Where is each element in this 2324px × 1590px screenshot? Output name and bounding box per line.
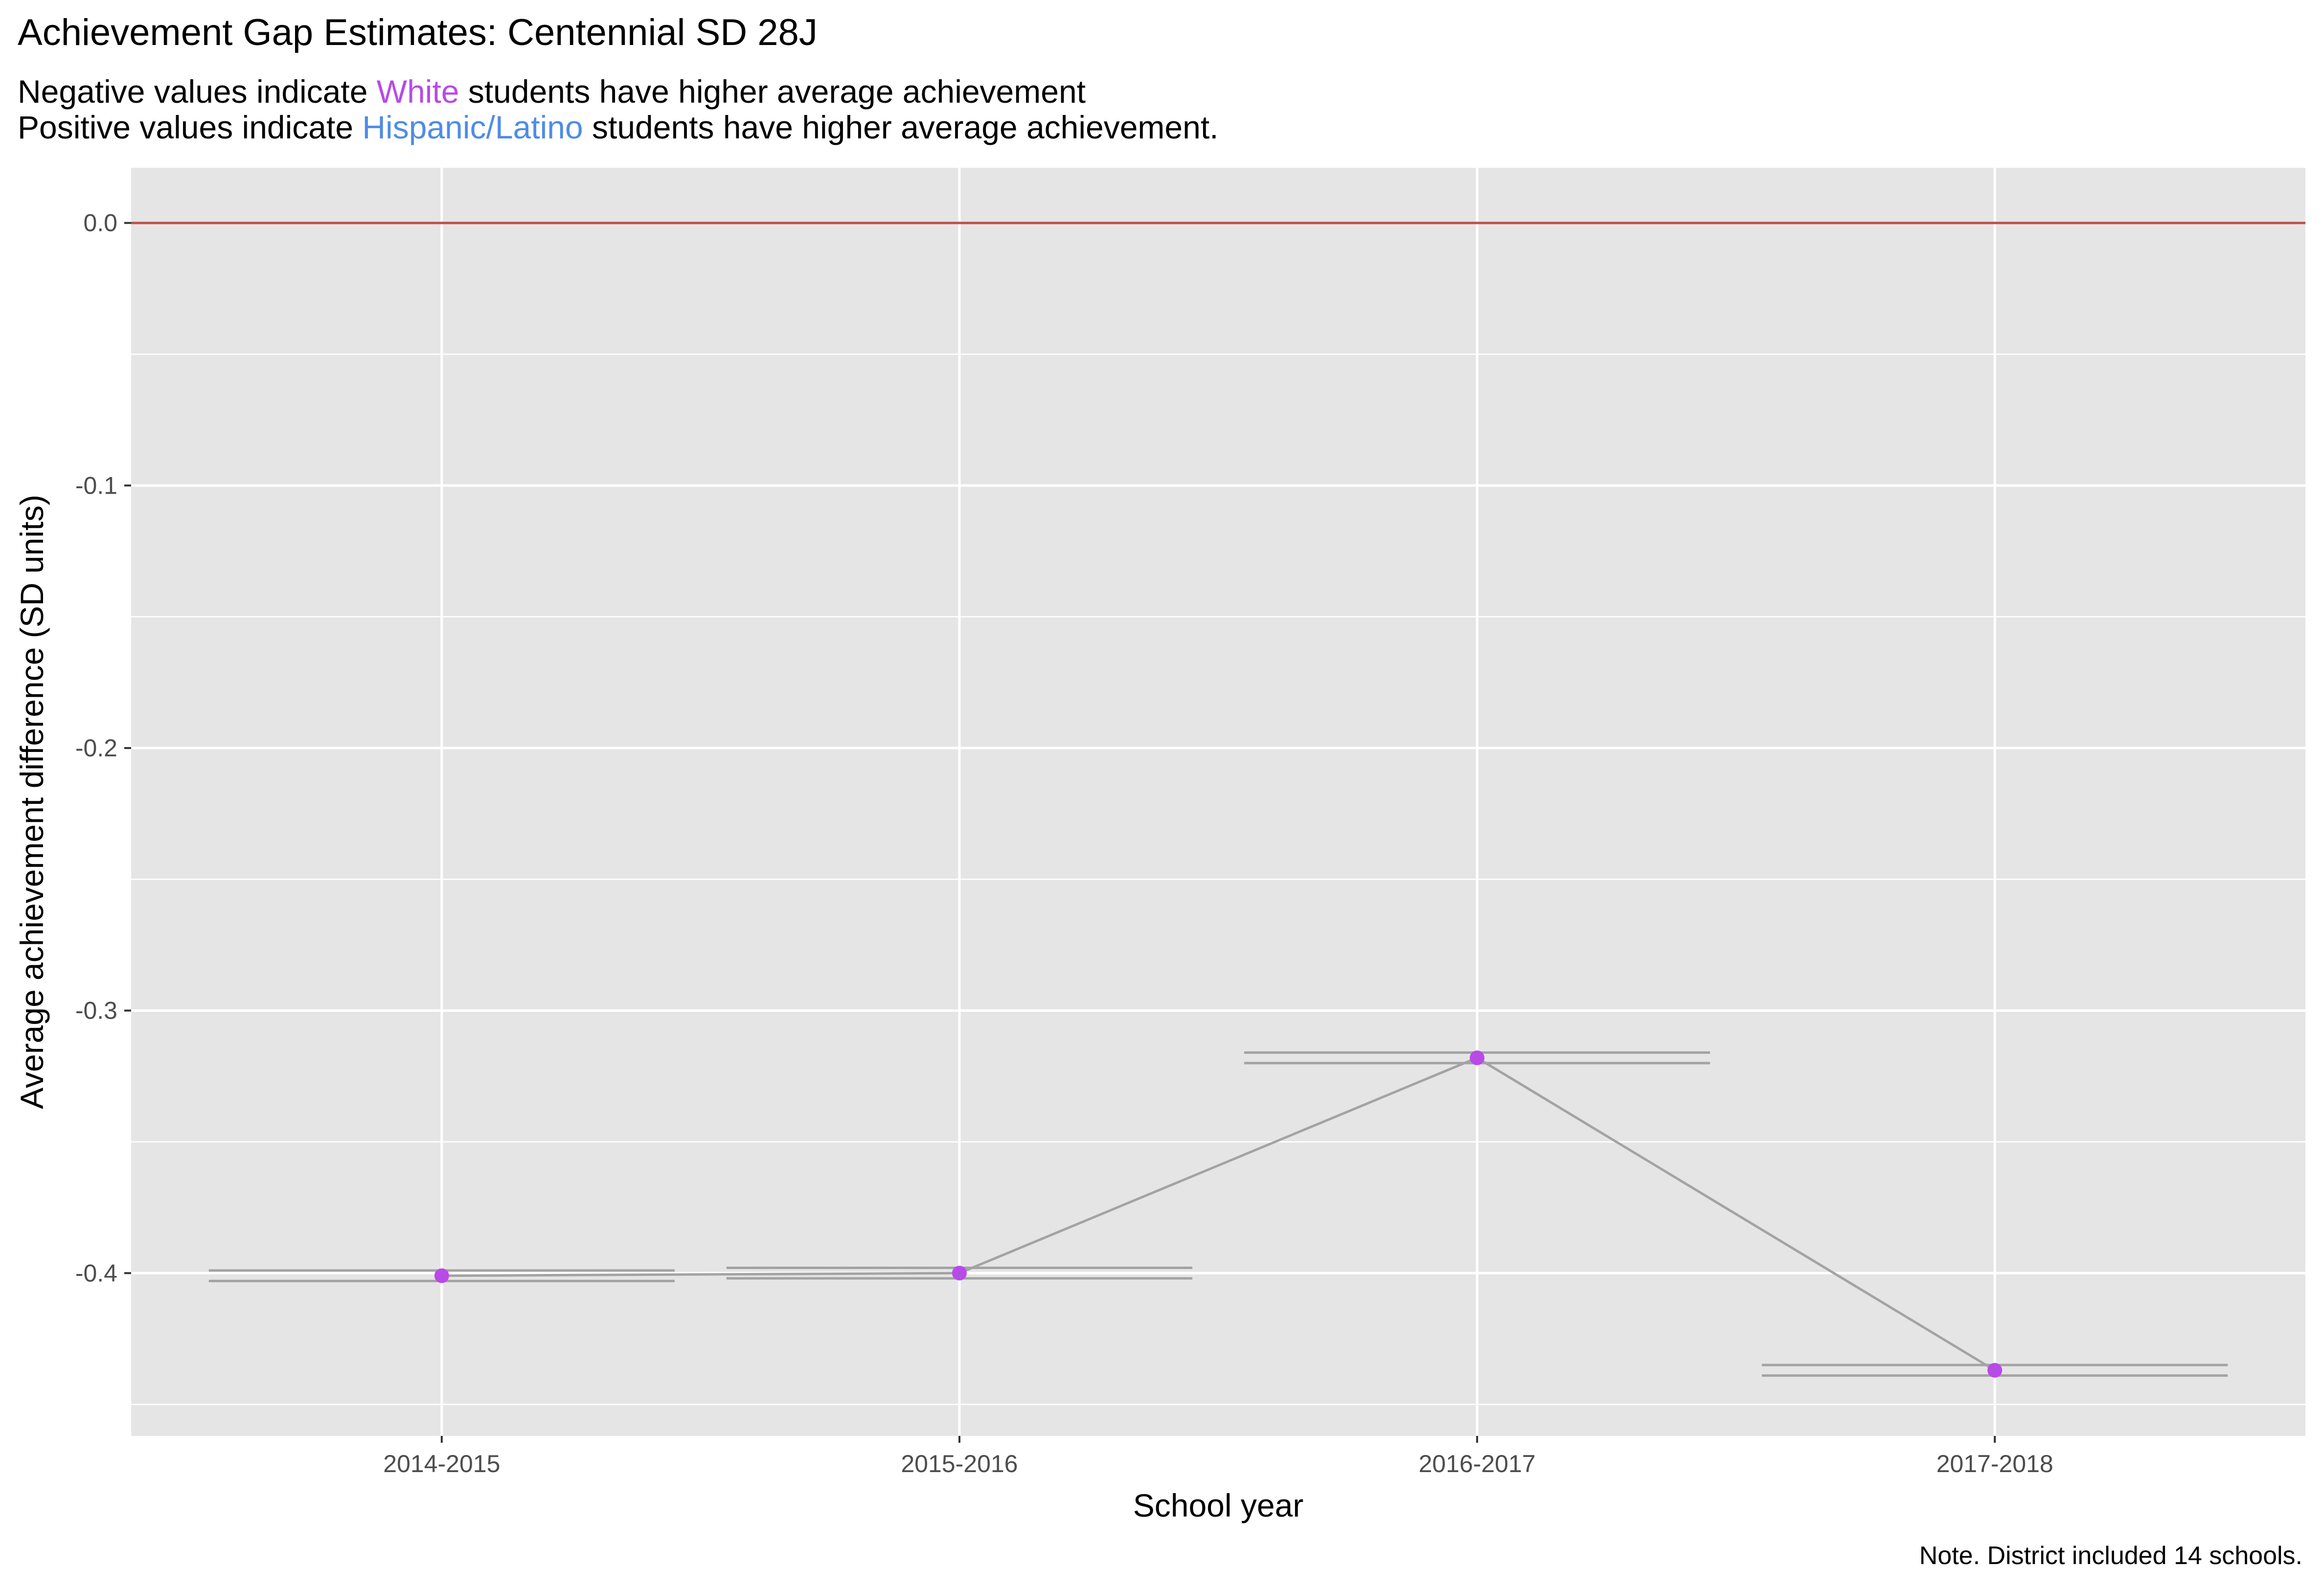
y-tick-label: 0.0 [83, 209, 117, 237]
x-tick-label: 2016-2017 [1418, 1450, 1535, 1477]
y-axis-ticks: 0.0 -0.1 -0.2 -0.3 -0.4 [75, 209, 131, 1287]
subtitle-2-suffix: students have higher average achievement… [583, 109, 1219, 145]
y-axis-title: Average achievement difference (SD units… [14, 495, 50, 1109]
y-tick-label: -0.2 [75, 734, 117, 762]
data-point [434, 1268, 449, 1283]
series-line [441, 1056, 1996, 1371]
subtitle-2-prefix: Positive values indicate [18, 109, 362, 145]
y-tick-label: -0.4 [75, 1259, 117, 1287]
x-axis-title: School year [1133, 1487, 1304, 1523]
data-points [434, 1050, 2003, 1378]
subtitle-2-highlight: Hispanic/Latino [362, 109, 583, 145]
subtitle-1-prefix: Negative values indicate [18, 73, 377, 110]
data-point [1470, 1050, 1485, 1066]
chart-caption: Note. District included 14 schools. [1919, 1542, 2302, 1570]
y-tick-label: -0.3 [75, 997, 117, 1024]
data-point [952, 1266, 967, 1281]
chart-subtitle-line-1: Negative values indicate White students … [18, 73, 1086, 110]
minor-gridlines [131, 353, 2305, 1405]
x-tick-label: 2014-2015 [383, 1450, 500, 1477]
x-tick-label: 2017-2018 [1937, 1450, 2053, 1477]
data-point [1987, 1363, 2003, 1378]
subtitle-1-highlight: White [377, 73, 459, 110]
y-tick-label: -0.1 [75, 472, 117, 499]
x-tick-label: 2015-2016 [901, 1450, 1018, 1477]
subtitle-1-suffix: students have higher average achievement [459, 73, 1086, 110]
x-axis-ticks: 2014-2015 2015-2016 2016-2017 2017-2018 [383, 1436, 2053, 1477]
plot-panel [131, 168, 2305, 1436]
chart-subtitle-line-2: Positive values indicate Hispanic/Latino… [18, 109, 1219, 145]
chart-title: Achievement Gap Estimates: Centennial SD… [18, 12, 818, 53]
